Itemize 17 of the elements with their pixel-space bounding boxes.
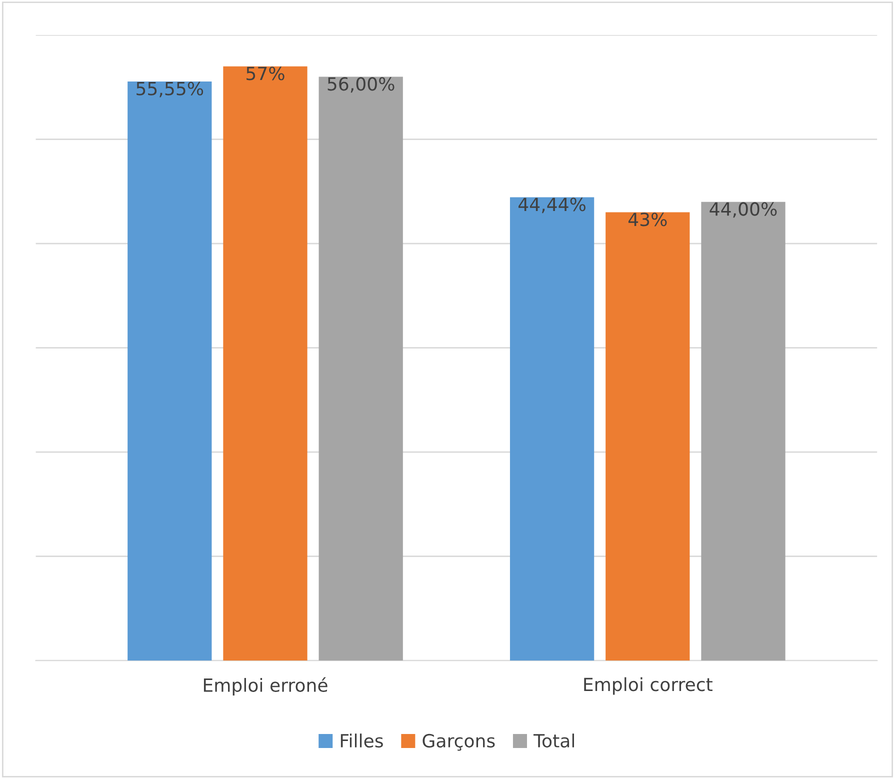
x-tick-label: Emploi correct xyxy=(584,677,712,695)
data-label: 44,00% xyxy=(710,202,777,218)
data-label: 43% xyxy=(628,212,667,226)
data-label: 57% xyxy=(246,66,284,80)
bar xyxy=(128,81,212,661)
x-tick-label: Emploi erroné xyxy=(204,677,328,696)
legend-label: Total xyxy=(533,734,574,748)
legend-label: Garçons xyxy=(422,734,495,751)
bar xyxy=(318,76,403,661)
bar xyxy=(701,202,786,661)
bar xyxy=(510,197,594,661)
bar xyxy=(606,212,690,661)
bar xyxy=(223,66,308,661)
data-label: 44,44% xyxy=(518,198,586,214)
legend-label: Filles xyxy=(340,734,383,748)
data-label: 56,00% xyxy=(328,77,394,93)
data-label: 55,55% xyxy=(136,82,204,98)
